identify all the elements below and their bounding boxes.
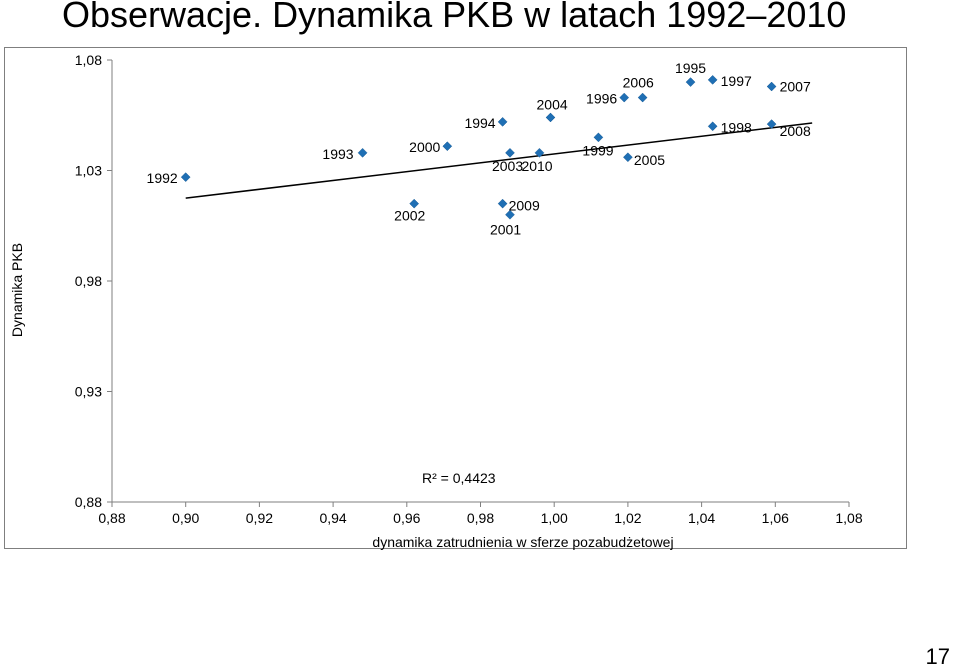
point-label-1994: 1994 (464, 115, 495, 131)
point-label-2008: 2008 (780, 123, 811, 139)
point-label-2005: 2005 (634, 152, 665, 168)
trendline (185, 122, 813, 199)
x-tick-label: 0,90 (172, 510, 199, 526)
chart-frame: 1,08 1,03 0,98 0,93 0,88 0,88 0,90 0,92 0,94 0,9… (4, 47, 907, 550)
x-axis-title: dynamika zatrudnienia w sferze pozabudże… (372, 534, 673, 550)
x-tick-label: 1,00 (541, 510, 568, 526)
slide-title: Obserwacje. Dynamika PKB w latach 1992–2… (62, 0, 847, 35)
y-axis-ticks: 1,08 1,03 0,98 0,93 0,88 (75, 52, 112, 510)
point-label-1997: 1997 (721, 73, 752, 89)
data-point-1997 (707, 75, 718, 85)
data-point-2009 (497, 198, 508, 209)
scatter-chart: 1,08 1,03 0,98 0,93 0,88 0,88 0,90 0,92 0,94 0,9… (9, 52, 863, 550)
data-point-2002 (409, 198, 420, 209)
y-tick-label: 0,93 (75, 384, 102, 400)
x-tick-label: 0,94 (319, 510, 346, 526)
x-tick-label: 0,92 (246, 510, 273, 526)
x-axis-ticks: 0,88 0,90 0,92 0,94 0,96 0,98 1,00 1,02 1,04 1,06… (98, 502, 863, 526)
data-point-2008 (766, 119, 777, 129)
point-label-1999: 1999 (582, 142, 613, 158)
point-labels: 1992 1993 1994 1995 1996 1997 1998 1999 2000 2001… (147, 60, 811, 238)
data-point-1993 (357, 147, 368, 158)
data-point-2003 (505, 147, 515, 158)
data-point-2004 (545, 112, 556, 123)
y-tick-label: 0,98 (75, 273, 102, 289)
point-label-2009: 2009 (509, 198, 540, 214)
x-tick-label: 1,04 (688, 510, 715, 526)
data-point-2006 (637, 92, 648, 103)
point-label-2010: 2010 (521, 158, 552, 174)
point-label-2003: 2003 (492, 158, 523, 174)
data-point-1994 (497, 117, 508, 127)
data-point-2000 (442, 141, 453, 152)
x-tick-label: 0,98 (467, 510, 494, 526)
r-squared-label: R² = 0,4423 (422, 470, 496, 486)
point-label-1998: 1998 (721, 119, 752, 135)
point-label-2006: 2006 (623, 75, 654, 91)
page-number: 17 (925, 644, 950, 669)
point-label-2004: 2004 (537, 96, 568, 112)
data-point-1995 (685, 77, 696, 87)
data-point-1999 (593, 132, 604, 143)
data-point-2001 (505, 209, 515, 220)
point-label-2007: 2007 (780, 79, 811, 95)
point-label-1993: 1993 (322, 146, 353, 162)
data-point-1996 (619, 92, 630, 103)
point-label-1992: 1992 (147, 170, 178, 186)
x-tick-label: 1,02 (614, 510, 641, 526)
point-label-2001: 2001 (490, 222, 521, 238)
point-label-2002: 2002 (394, 208, 425, 224)
data-point-2010 (534, 147, 545, 158)
data-point-2005 (623, 152, 633, 163)
x-tick-label: 0,88 (98, 510, 125, 526)
data-point-1998 (707, 121, 718, 132)
x-tick-label: 1,06 (762, 510, 789, 526)
data-point-1992 (180, 172, 191, 182)
y-tick-label: 1,03 (75, 163, 102, 179)
y-axis-title: Dynamika PKB (9, 243, 25, 337)
point-label-1996: 1996 (586, 91, 617, 107)
x-tick-label: 1,08 (835, 510, 862, 526)
point-label-1995: 1995 (675, 60, 706, 76)
x-tick-label: 0,96 (393, 510, 420, 526)
point-label-2000: 2000 (409, 139, 440, 155)
data-point-2007 (766, 81, 777, 92)
data-points (180, 75, 777, 220)
y-tick-label: 1,08 (75, 52, 102, 68)
y-tick-label: 0,88 (75, 494, 102, 510)
